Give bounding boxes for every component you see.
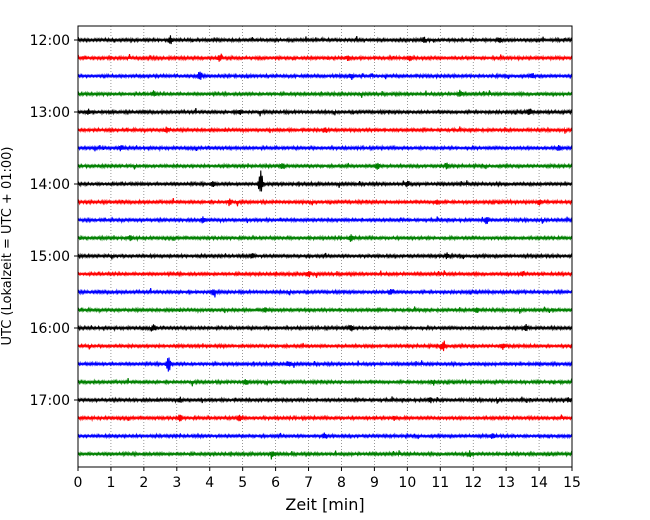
y-tick-label: 14:00 [30, 177, 70, 193]
x-tick-label: 3 [172, 475, 181, 491]
plot-frame [77, 25, 573, 468]
y-tick-label: 17:00 [30, 393, 70, 409]
y-axis-ticks: 12:00 13:00 14:00 15:00 16:00 17:00 [30, 33, 78, 409]
seismic-traces [77, 35, 573, 460]
x-tick-label: 9 [370, 475, 379, 491]
x-tick-label: 11 [431, 475, 449, 491]
y-tick-label: 13:00 [30, 105, 70, 121]
seismic-trace [77, 450, 573, 460]
x-tick-label: 6 [271, 475, 280, 491]
x-tick-label: 4 [205, 475, 214, 491]
x-tick-label: 5 [238, 475, 247, 491]
x-tick-label: 8 [337, 475, 346, 491]
x-tick-label: 10 [398, 475, 416, 491]
x-tick-label: 2 [139, 475, 148, 491]
x-tick-label: 1 [106, 475, 115, 491]
x-tick-label: 12 [464, 475, 482, 491]
y-tick-label: 16:00 [30, 321, 70, 337]
x-tick-label: 0 [74, 475, 83, 491]
x-tick-label: 7 [304, 475, 313, 491]
y-axis-label: UTC (Lokalzeit = UTC + 01:00) [0, 147, 15, 346]
y-tick-label: 15:00 [30, 249, 70, 265]
x-axis-ticks: 0 1 2 3 4 5 6 7 8 9 10 11 12 13 14 15 [74, 467, 581, 491]
seismic-trace [77, 170, 573, 192]
x-tick-label: 14 [530, 475, 548, 491]
y-tick-label: 12:00 [30, 33, 70, 49]
x-axis-label: Zeit [min] [285, 495, 364, 514]
x-tick-label: 13 [497, 475, 515, 491]
x-tick-label: 15 [563, 475, 581, 491]
